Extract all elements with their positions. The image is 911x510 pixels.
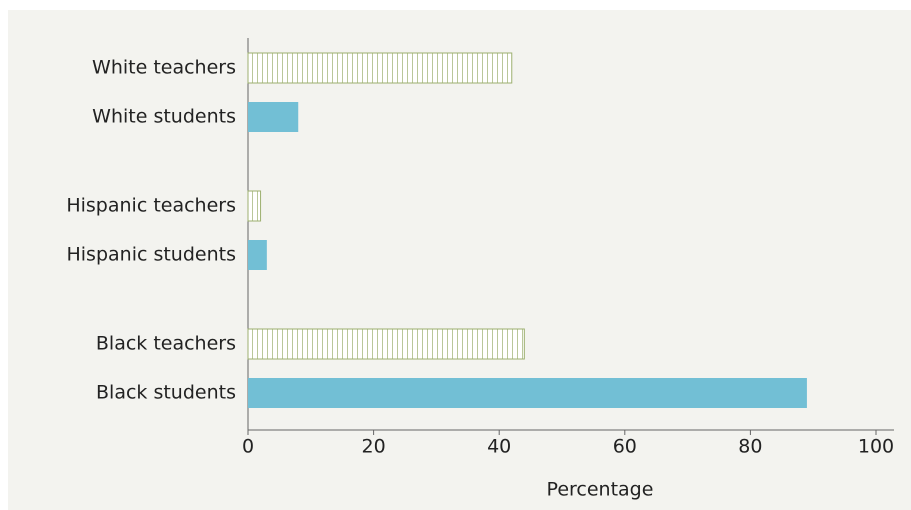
bar (248, 378, 807, 408)
y-tick-label: Black teachers (96, 333, 236, 355)
x-axis-label: Percentage (547, 479, 654, 501)
bar (248, 240, 267, 270)
y-tick-label: Hispanic teachers (66, 195, 236, 217)
y-tick-label: Hispanic students (66, 244, 236, 266)
x-tick-label: 100 (858, 436, 894, 458)
x-tick-label: 60 (613, 436, 637, 458)
bar (247, 190, 262, 222)
y-tick-label: White teachers (92, 57, 236, 79)
bar (247, 52, 513, 84)
x-tick-label: 0 (242, 436, 254, 458)
bar (247, 328, 525, 360)
bar (248, 102, 299, 132)
x-tick-label: 80 (738, 436, 762, 458)
x-tick-label: 40 (487, 436, 511, 458)
y-tick-label: Black students (96, 382, 236, 404)
y-tick-label: White students (92, 106, 236, 128)
chart-background (8, 10, 911, 510)
x-tick-label: 20 (362, 436, 386, 458)
